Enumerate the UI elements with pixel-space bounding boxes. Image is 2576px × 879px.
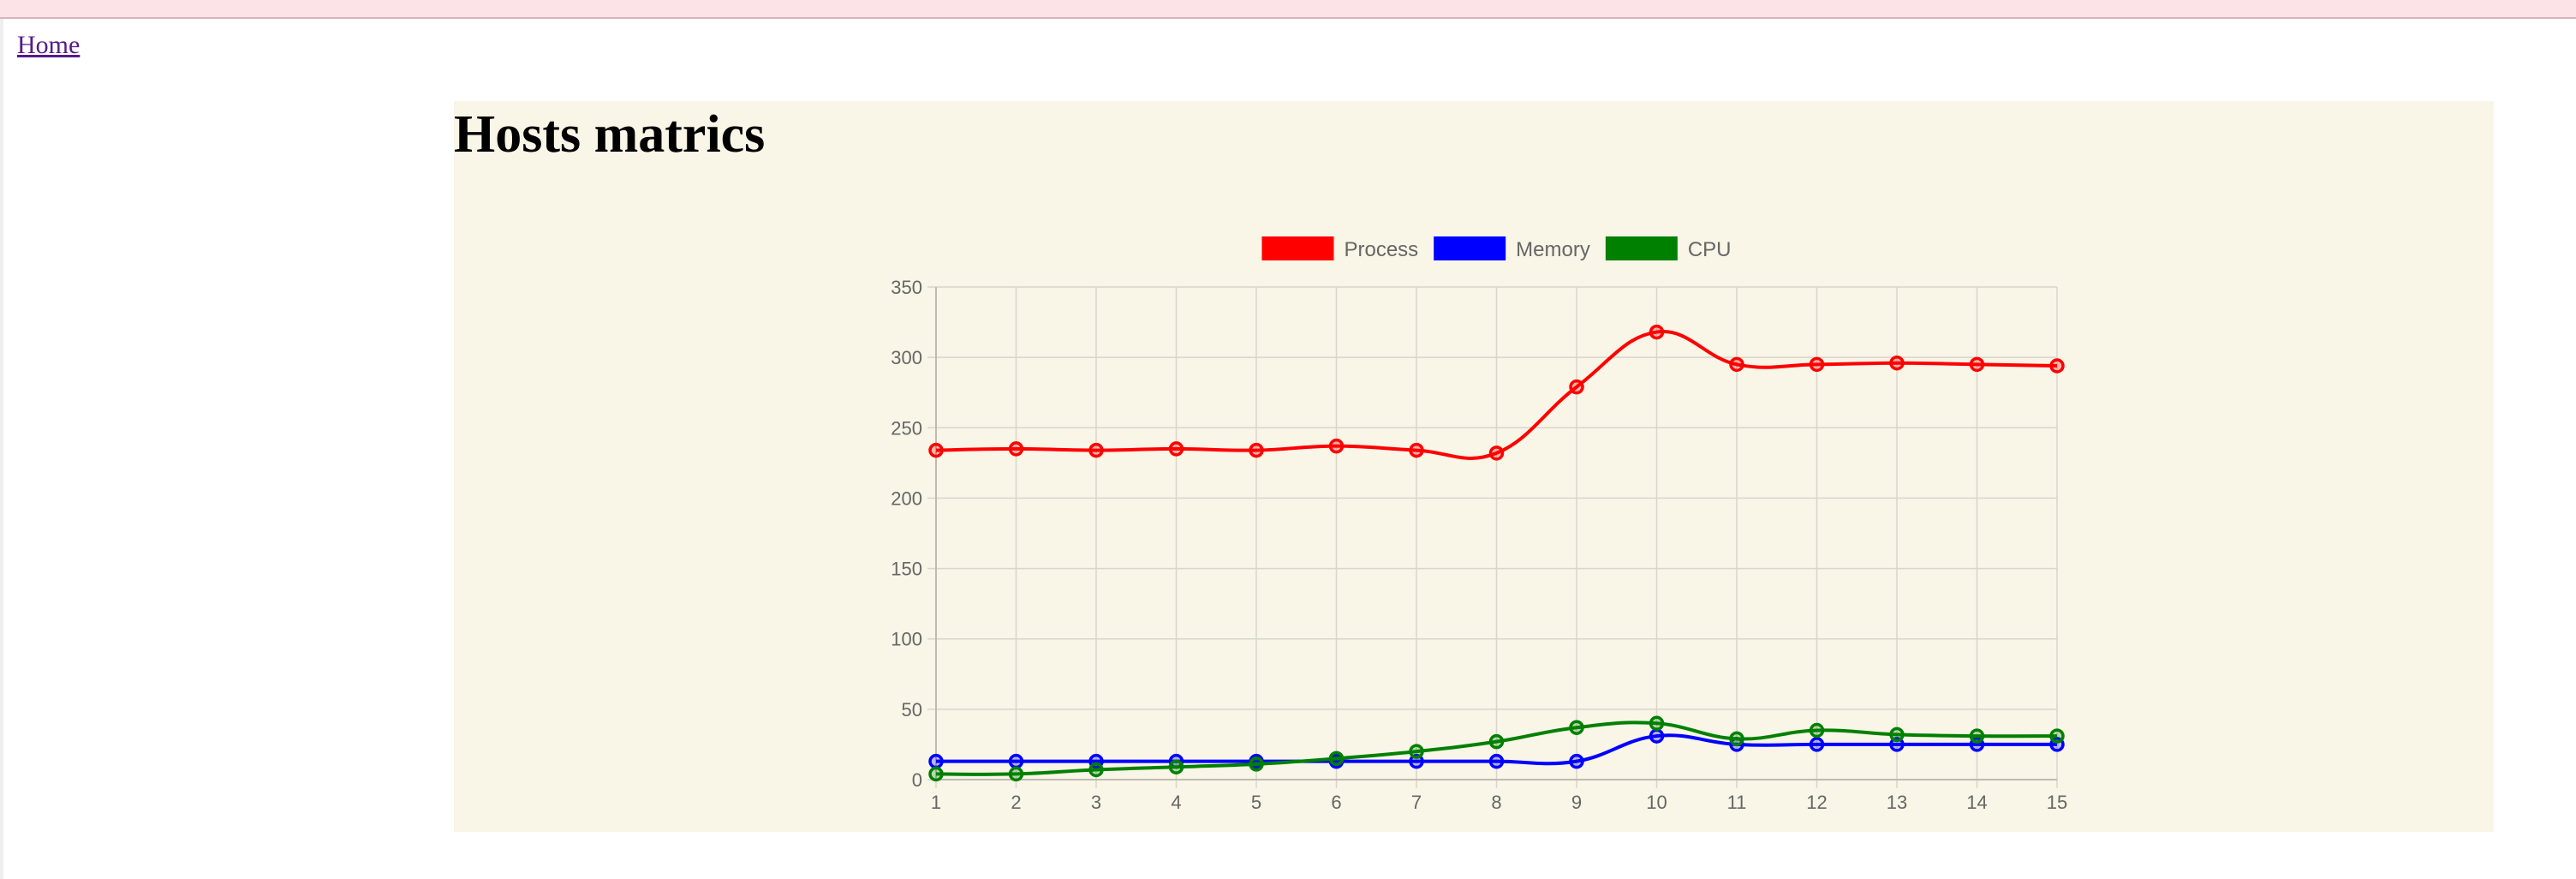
legend-label-cpu: CPU <box>1688 238 1732 261</box>
legend-swatch-memory <box>1434 236 1506 260</box>
x-tick-label: 2 <box>1011 792 1021 813</box>
data-point-cpu <box>1088 762 1104 778</box>
page-title: Hosts matrics <box>454 105 766 164</box>
data-point-cpu <box>1969 728 1985 744</box>
data-point-process <box>1488 445 1505 461</box>
x-tick-label: 9 <box>1571 792 1582 813</box>
data-point-cpu <box>1249 756 1264 772</box>
x-tick-label: 11 <box>1727 792 1747 813</box>
data-point-cpu <box>1729 731 1744 747</box>
x-tick-label: 15 <box>2047 792 2067 813</box>
data-point-memory <box>1488 753 1505 769</box>
data-point-memory <box>928 753 944 769</box>
data-point-cpu <box>1488 733 1505 750</box>
data-point-cpu <box>1569 720 1584 735</box>
x-tick-label: 13 <box>1887 792 1907 813</box>
data-point-process <box>1649 324 1665 340</box>
y-tick-label: 200 <box>891 487 922 509</box>
data-point-cpu <box>1328 750 1345 767</box>
x-tick-label: 12 <box>1806 792 1827 813</box>
y-tick-label: 300 <box>891 347 922 368</box>
data-point-process <box>2049 358 2065 374</box>
data-point-cpu <box>1168 759 1184 774</box>
x-tick-label: 14 <box>1966 792 1987 813</box>
home-link[interactable]: Home <box>17 31 80 59</box>
data-point-cpu <box>1809 722 1825 738</box>
metrics-panel: Hosts matrics 0 50 100 150 200 250 300 350 1 2 3 4 5… <box>454 101 2494 832</box>
x-tick-label: 10 <box>1646 792 1667 813</box>
y-tick-label: 250 <box>891 417 922 439</box>
legend-swatch-cpu <box>1605 236 1678 260</box>
series-line-process <box>935 330 2058 460</box>
y-tick-label: 350 <box>891 277 922 298</box>
data-point-cpu <box>1649 715 1665 732</box>
series-line-memory <box>936 733 2057 766</box>
data-point-cpu <box>1008 766 1024 782</box>
x-tick-label: 4 <box>1171 792 1181 813</box>
data-point-cpu <box>1889 727 1905 743</box>
data-point-process <box>1008 441 1024 457</box>
browser-top-strip <box>0 0 2576 19</box>
y-tick-label: 0 <box>912 769 922 791</box>
data-point-memory <box>1008 753 1024 769</box>
x-tick-label: 1 <box>931 792 941 813</box>
data-point-process <box>1569 379 1584 395</box>
series-line-cpu <box>935 721 2058 776</box>
legend-label-process: Process <box>1344 238 1418 261</box>
legend-swatch-process <box>1261 236 1334 260</box>
window-left-edge <box>0 19 3 879</box>
data-point-memory <box>1569 753 1584 769</box>
y-tick-label: 100 <box>891 629 922 650</box>
data-point-cpu <box>2049 728 2065 744</box>
data-point-process <box>1729 356 1744 373</box>
data-point-process <box>1328 438 1345 454</box>
data-point-process <box>1889 355 1905 371</box>
data-point-memory <box>1809 737 1825 752</box>
x-tick-label: 3 <box>1091 792 1101 813</box>
data-point-process <box>1088 442 1104 458</box>
x-tick-label: 5 <box>1251 792 1261 813</box>
x-tick-label: 7 <box>1411 792 1422 813</box>
data-point-memory <box>1649 728 1665 744</box>
data-point-process <box>1409 442 1424 458</box>
data-point-process <box>1809 356 1825 373</box>
x-tick-label: 8 <box>1491 792 1501 813</box>
data-point-cpu <box>1409 744 1424 759</box>
data-point-process <box>1168 441 1184 457</box>
legend-label-memory: Memory <box>1516 238 1590 261</box>
data-point-process <box>1249 442 1264 458</box>
y-tick-label: 150 <box>891 559 922 580</box>
data-point-process <box>928 442 944 458</box>
y-tick-label: 50 <box>902 699 922 721</box>
x-tick-label: 6 <box>1331 792 1341 813</box>
data-point-cpu <box>928 766 944 782</box>
data-point-process <box>1969 356 1985 373</box>
